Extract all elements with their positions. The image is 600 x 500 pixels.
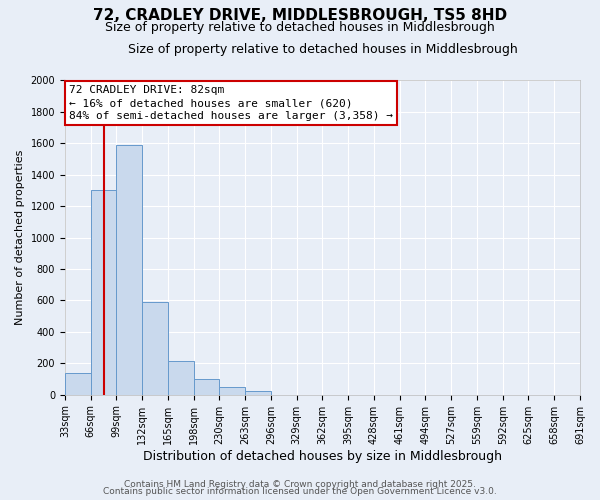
Title: Size of property relative to detached houses in Middlesbrough: Size of property relative to detached ho… — [128, 42, 517, 56]
Bar — [168, 361, 194, 394]
Bar — [65, 372, 91, 394]
Text: Size of property relative to detached houses in Middlesbrough: Size of property relative to detached ho… — [105, 21, 495, 34]
Bar — [220, 387, 245, 394]
Text: 72 CRADLEY DRIVE: 82sqm
← 16% of detached houses are smaller (620)
84% of semi-d: 72 CRADLEY DRIVE: 82sqm ← 16% of detache… — [69, 85, 393, 122]
Bar — [116, 144, 142, 394]
X-axis label: Distribution of detached houses by size in Middlesbrough: Distribution of detached houses by size … — [143, 450, 502, 462]
Bar — [91, 190, 116, 394]
Text: Contains HM Land Registry data © Crown copyright and database right 2025.: Contains HM Land Registry data © Crown c… — [124, 480, 476, 489]
Y-axis label: Number of detached properties: Number of detached properties — [15, 150, 25, 325]
Text: Contains public sector information licensed under the Open Government Licence v3: Contains public sector information licen… — [103, 487, 497, 496]
Bar — [194, 379, 220, 394]
Bar — [245, 391, 271, 394]
Text: 72, CRADLEY DRIVE, MIDDLESBROUGH, TS5 8HD: 72, CRADLEY DRIVE, MIDDLESBROUGH, TS5 8H… — [93, 8, 507, 22]
Bar — [142, 302, 168, 394]
